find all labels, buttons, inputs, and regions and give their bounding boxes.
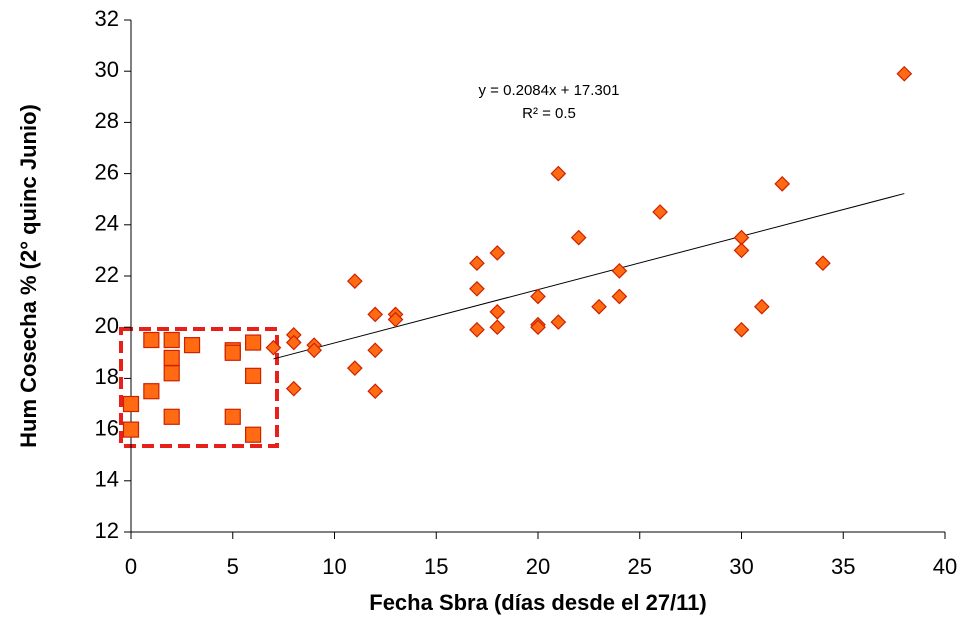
trend-r2: R² = 0.5 <box>522 105 576 122</box>
diamond-point <box>489 319 506 336</box>
diamond-point <box>285 380 302 397</box>
x-tick-label: 35 <box>831 554 855 579</box>
x-tick-label: 30 <box>729 554 753 579</box>
square-point <box>183 337 201 354</box>
square-point <box>122 421 140 438</box>
x-tick-label: 15 <box>424 554 448 579</box>
diamond-point <box>469 280 485 297</box>
diamond-point <box>367 342 384 359</box>
x-tick-label: 40 <box>933 554 957 579</box>
diamond-point <box>530 319 546 336</box>
y-tick-label: 28 <box>95 108 119 133</box>
diamond-point <box>387 311 404 328</box>
diamond-point <box>550 314 567 330</box>
square-point <box>224 344 241 361</box>
y-tick-label: 22 <box>95 262 119 287</box>
square-point <box>245 426 262 443</box>
diamond-point <box>367 383 384 400</box>
y-tick-label: 20 <box>95 313 119 338</box>
diamond-point <box>489 245 506 261</box>
x-tick-label: 0 <box>125 554 137 579</box>
diamond-point <box>347 360 363 377</box>
square-point <box>143 383 160 400</box>
diamond-point <box>652 204 668 220</box>
diamond-point <box>570 229 587 246</box>
square-point <box>224 408 241 425</box>
diamond-point <box>591 298 607 315</box>
diamond-point <box>733 321 750 338</box>
diamond-point <box>469 321 485 338</box>
diamond-point <box>530 288 546 305</box>
y-tick-label: 16 <box>95 415 119 440</box>
square-point <box>245 367 262 384</box>
highlight-box <box>119 327 279 448</box>
square-point <box>163 331 180 349</box>
x-tick-label: 10 <box>322 554 346 579</box>
y-tick-label: 32 <box>95 6 119 31</box>
diamond-point <box>611 288 628 305</box>
diamond-point <box>754 298 770 315</box>
x-tick-label: 25 <box>628 554 652 579</box>
y-tick-label: 14 <box>95 467 119 492</box>
diamond-point <box>611 263 628 279</box>
diamond-point <box>774 175 791 192</box>
y-tick-label: 30 <box>95 57 119 82</box>
x-tick-label: 20 <box>526 554 550 579</box>
diamond-point <box>469 255 485 272</box>
square-point <box>163 408 180 425</box>
diamond-point <box>733 229 750 246</box>
x-axis-title: Fecha Sbra (días desde el 27/11) <box>369 590 707 615</box>
y-tick-label: 18 <box>95 364 119 389</box>
y-tick-label: 24 <box>95 211 119 236</box>
square-point <box>163 349 180 367</box>
diamond-point <box>265 339 282 356</box>
square-point <box>143 331 160 349</box>
trend-line <box>273 193 905 360</box>
diamond-point <box>733 242 750 259</box>
square-point <box>163 365 180 382</box>
y-tick-label: 12 <box>95 518 119 543</box>
diamond-point <box>306 342 322 359</box>
y-tick-label: 26 <box>95 159 119 184</box>
square-point <box>245 334 262 351</box>
diamond-point <box>285 334 302 351</box>
y-axis-title: Hum Cosecha % (2° quinc Junio) <box>16 104 41 448</box>
diamond-point <box>489 303 506 320</box>
diamond-point <box>347 273 363 289</box>
diamond-point <box>896 65 913 82</box>
square-point <box>122 395 140 413</box>
diamond-point <box>815 255 831 272</box>
diamond-point <box>550 165 567 182</box>
trend-equation: y = 0.2084x + 17.301 <box>479 82 620 99</box>
diamond-point <box>367 306 384 323</box>
x-tick-label: 5 <box>227 554 239 579</box>
